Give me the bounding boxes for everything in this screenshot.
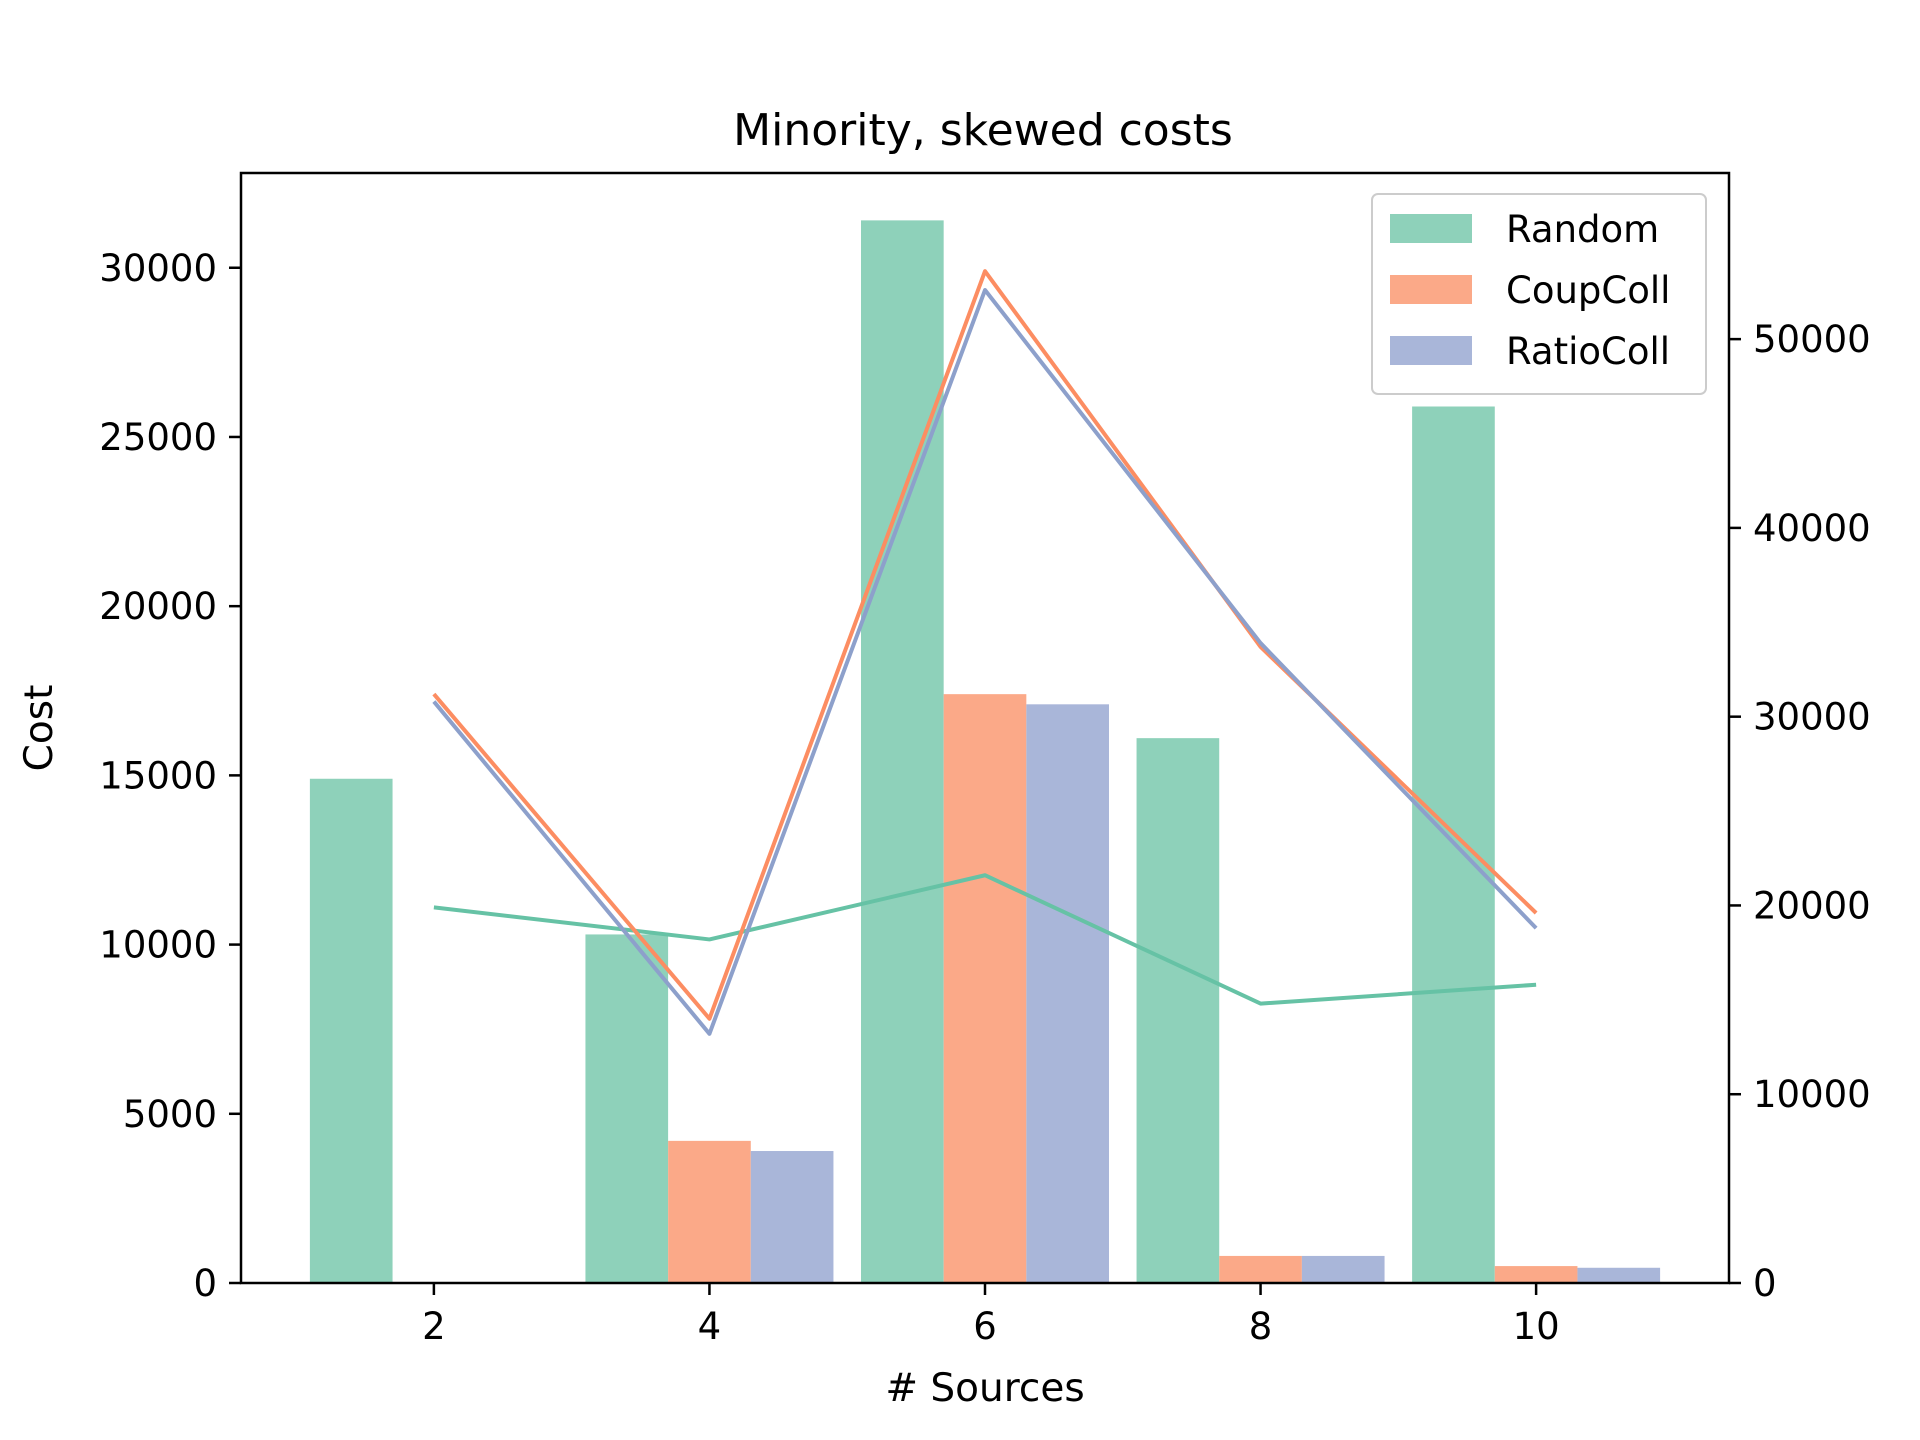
y2-tick-label: 30000 [1753,696,1871,739]
y2-tick-label: 10000 [1753,1073,1871,1116]
y2-tick-label: 40000 [1753,507,1871,550]
y2-tick-label: 50000 [1753,318,1871,361]
x-tick-label: 4 [698,1305,722,1348]
bar-random-6 [861,220,944,1283]
bar-random-2 [309,778,393,1283]
legend-label-coupcoll: CoupColl [1506,269,1670,312]
bar-coupcoll-6 [943,694,1027,1283]
x-tick-label: 2 [422,1305,446,1348]
legend-label-random: Random [1506,208,1659,251]
x-axis-label: # Sources [885,1366,1084,1411]
bar-coupcoll-4 [668,1140,751,1283]
y-tick-label: 25000 [99,416,217,459]
bar-random-8 [1136,738,1220,1283]
bar-random-4 [585,934,669,1283]
line-ratiocoll [432,288,1538,1036]
y2-tick-label: 20000 [1753,884,1871,927]
line-random [433,873,1537,1006]
y-tick-label: 15000 [99,754,217,797]
legend: Random CoupColl RatioColl [1371,193,1707,395]
y-tick-label: 20000 [99,585,217,628]
bar-ratiocoll-8 [1301,1255,1385,1283]
legend-swatch-ratiocoll [1390,336,1472,365]
legend-label-ratiocoll: RatioColl [1506,330,1670,373]
x-tick-label: 8 [1249,1305,1273,1348]
y2-tick-label: 0 [1753,1262,1777,1305]
x-axis: 2 4 6 8 10 [422,1283,1560,1348]
y-tick-label: 10000 [99,924,217,967]
y-axis-left: 0 5000 10000 15000 20000 25000 30000 [99,247,241,1305]
x-tick-label: 6 [973,1305,997,1348]
x-tick-label: 10 [1513,1305,1560,1348]
bar-ratiocoll-10 [1577,1267,1661,1283]
y-tick-label: 30000 [99,247,217,290]
legend-swatch-coupcoll [1390,275,1472,304]
y-tick-label: 0 [193,1262,217,1305]
legend-swatch-random [1390,214,1472,243]
bar-ratiocoll-4 [750,1151,834,1283]
bar-ratiocoll-6 [1026,704,1109,1283]
y-axis-right: 0 10000 20000 30000 40000 50000 [1729,318,1871,1305]
lines-layer [432,269,1538,1036]
y-tick-label: 5000 [123,1093,217,1136]
chart-title: Minority, skewed costs [733,105,1233,156]
bar-coupcoll-10 [1494,1266,1578,1283]
y-axis-label: Cost [17,685,62,772]
bar-coupcoll-8 [1219,1255,1302,1283]
